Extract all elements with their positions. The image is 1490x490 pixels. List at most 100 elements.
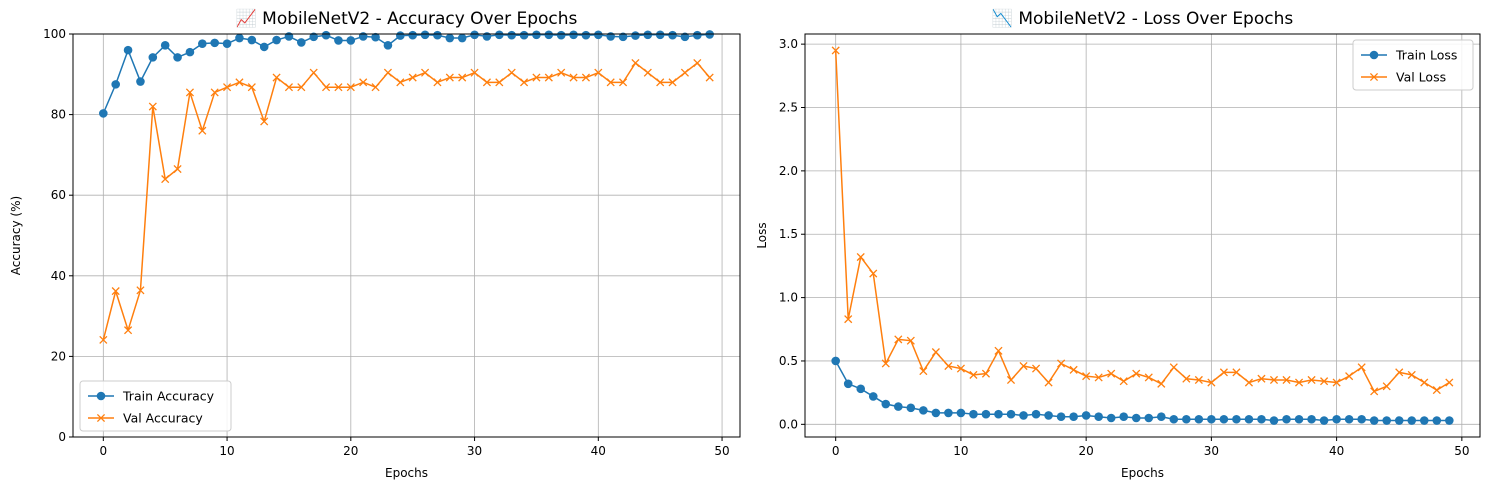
data-point — [831, 46, 840, 55]
data-point — [420, 30, 430, 40]
data-point — [284, 83, 293, 92]
data-point — [1119, 377, 1128, 386]
data-point — [1394, 416, 1404, 425]
legend: Train Accuracy Val Accuracy — [79, 380, 232, 432]
data-point — [1332, 414, 1341, 424]
data-point — [1156, 412, 1166, 422]
data-point — [1131, 413, 1141, 423]
data-point — [1019, 411, 1028, 420]
legend-marker — [1369, 50, 1379, 60]
data-point — [396, 31, 405, 40]
y-tick-label: 0.5 — [779, 354, 798, 368]
data-point — [1106, 413, 1116, 423]
data-point — [1144, 373, 1153, 382]
data-point — [1031, 364, 1041, 373]
data-point — [272, 73, 281, 82]
data-point — [247, 35, 257, 45]
data-point — [111, 287, 120, 296]
data-point — [1044, 411, 1053, 420]
x-tick-label: 10 — [953, 444, 968, 458]
data-point — [843, 379, 853, 389]
data-point — [1157, 379, 1166, 388]
data-point — [631, 58, 640, 68]
data-point — [869, 269, 878, 278]
data-point — [581, 73, 590, 82]
y-tick-label: 40 — [51, 269, 66, 283]
data-point — [260, 117, 269, 126]
data-point — [1232, 368, 1241, 377]
data-point — [956, 408, 966, 418]
data-point — [297, 83, 306, 92]
data-point — [1082, 372, 1091, 381]
data-point — [1344, 414, 1354, 424]
data-point — [359, 78, 368, 87]
data-point — [124, 326, 133, 335]
data-point — [693, 30, 702, 40]
data-point — [1081, 411, 1091, 420]
data-point — [1244, 414, 1254, 424]
chart-title: 📉 MobileNetV2 - Loss Over Epochs — [992, 8, 1294, 29]
data-point — [532, 73, 541, 82]
data-point — [482, 32, 492, 41]
data-point — [247, 83, 256, 92]
data-point — [272, 35, 281, 45]
data-point — [445, 33, 455, 43]
data-point — [981, 409, 991, 419]
data-point — [594, 30, 603, 40]
data-point — [371, 83, 380, 92]
data-point — [1057, 359, 1066, 368]
data-point — [1006, 375, 1016, 385]
data-point — [284, 32, 294, 41]
data-point — [1419, 416, 1429, 425]
data-point — [643, 68, 652, 77]
data-point — [1370, 387, 1379, 396]
data-point — [235, 33, 244, 43]
data-point — [470, 30, 479, 40]
data-point — [668, 30, 677, 40]
data-point — [1407, 370, 1416, 379]
y-tick-label: 1.0 — [779, 291, 798, 305]
data-point — [969, 370, 978, 379]
legend-label: Val Accuracy — [123, 411, 203, 426]
data-point — [844, 315, 853, 324]
data-point — [1169, 414, 1179, 424]
data-point — [321, 30, 331, 40]
x-axis-label: Epochs — [385, 466, 428, 480]
data-point — [1282, 414, 1291, 424]
x-tick-label: 40 — [591, 444, 606, 458]
data-point — [1432, 416, 1442, 425]
data-point — [136, 286, 145, 295]
data-point — [173, 164, 182, 174]
data-point — [346, 36, 356, 45]
data-point — [210, 88, 219, 97]
data-point — [1031, 409, 1041, 419]
data-point — [643, 30, 653, 40]
data-point — [383, 40, 393, 50]
data-point — [433, 30, 442, 40]
data-point — [445, 73, 454, 82]
y-axis-label: Loss — [755, 222, 769, 248]
series-line-0 — [102, 33, 710, 114]
data-point — [631, 31, 640, 40]
data-point — [173, 53, 182, 62]
data-point — [148, 102, 157, 111]
data-point — [1169, 363, 1178, 372]
data-point — [322, 83, 331, 92]
chart-title: 📈 MobileNetV2 - Accuracy Over Epochs — [236, 8, 578, 29]
data-point — [894, 335, 903, 344]
data-point — [931, 408, 941, 418]
data-point — [198, 126, 207, 135]
data-point — [856, 384, 866, 394]
x-axis-label: Epochs — [1121, 466, 1164, 480]
data-point — [544, 73, 553, 82]
data-point — [1056, 412, 1066, 422]
legend-box — [79, 380, 232, 432]
data-point — [99, 335, 108, 344]
data-point — [693, 58, 702, 68]
data-point — [259, 42, 269, 52]
data-point — [1144, 413, 1154, 423]
data-point — [569, 30, 578, 40]
data-point — [1420, 378, 1429, 387]
x-tick-label: 40 — [1329, 444, 1344, 458]
data-point — [1044, 378, 1053, 387]
